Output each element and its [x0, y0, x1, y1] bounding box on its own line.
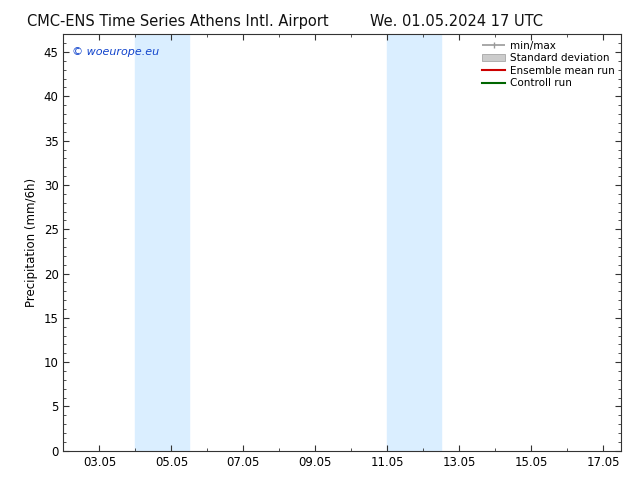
Legend: min/max, Standard deviation, Ensemble mean run, Controll run: min/max, Standard deviation, Ensemble me… [478, 36, 619, 93]
Text: CMC-ENS Time Series Athens Intl. Airport: CMC-ENS Time Series Athens Intl. Airport [27, 14, 328, 29]
Bar [387, 34, 441, 451]
Text: © woeurope.eu: © woeurope.eu [72, 47, 159, 57]
Y-axis label: Precipitation (mm/6h): Precipitation (mm/6h) [25, 178, 38, 307]
Text: We. 01.05.2024 17 UTC: We. 01.05.2024 17 UTC [370, 14, 543, 29]
Bar [136, 34, 190, 451]
